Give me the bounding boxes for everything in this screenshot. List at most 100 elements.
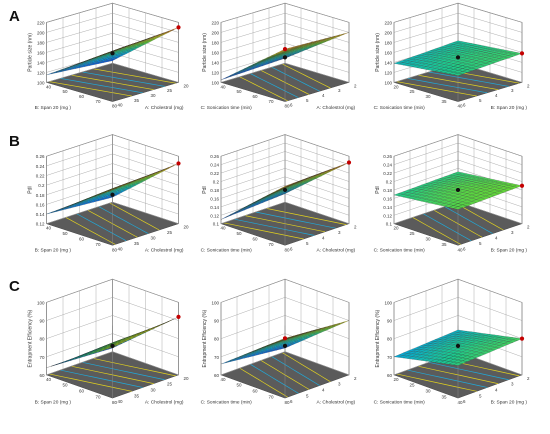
z-tick-label: 100 [384,80,392,85]
z-axis-label: Entrapment Efficiency (%) [28,309,34,367]
x-tick-label: 25 [409,89,415,94]
floor-contour-line [396,373,477,392]
y-axis-label: B: Span 20 (mg ) [491,400,528,406]
y-tick-label: 6 [290,103,293,108]
floor-contour-line [407,369,488,388]
z-tick-label: 0.14 [210,205,219,210]
z-tick-label: 160 [211,50,219,55]
surface-facet [452,72,464,76]
z-tick-label: 0.18 [383,188,392,193]
z-tick-label: 0.2 [213,180,220,185]
z-tick-label: 0.22 [210,171,219,176]
floor-contour-line [98,206,149,234]
x-tick-label: 60 [79,389,85,394]
y-tick-label: 35 [134,241,140,246]
y-tick-label: 2 [527,83,530,88]
z-tick-label: 100 [211,300,219,305]
floor-contour-line [428,361,509,381]
x-tick-label: 70 [95,99,101,104]
x-tick-label: 60 [252,237,258,242]
z-tick-label: 90 [39,319,45,324]
floor-contour-line [49,81,132,97]
center-design-point [455,187,461,193]
z-tick-label: 0.18 [36,193,45,198]
floor-contour-line [444,206,493,234]
x-axis-label: C: Sonication time (min) [374,400,426,406]
y-axis-label: A: Cholestrol (mg) [316,105,355,111]
surface-plot-a1: 100 120 140 160 180 200 220 Particle size (nm) 4… [28,2,189,111]
z-tick-label: 200 [37,30,45,35]
z-tick-label: 90 [214,319,220,324]
z-tick-label: 120 [384,70,392,75]
z-tick-label: 70 [387,355,393,360]
z-axis-label: Particle size (nm) [202,33,208,72]
y-axis-label: B: Span 20 (mg ) [491,105,528,111]
y-tick-label: 40 [118,103,124,108]
x-tick-label: 20 [393,377,399,382]
y-axis-label: A: Cholestrol (mg) [316,400,355,406]
y-tick-label: 3 [511,230,514,235]
floor-contour-line [271,356,320,386]
z-tick-label: 0.24 [36,164,45,169]
x-tick-label: 40 [220,84,226,89]
floor-contour-line [423,213,472,242]
y-tick-label: 2 [527,225,530,230]
x-tick-label: 20 [393,226,399,231]
x-tick-label: 40 [457,400,463,405]
z-tick-label: 70 [39,355,45,360]
y-tick-label: 4 [322,93,325,98]
floor-contour-line [250,363,299,394]
x-axis-label: C: Sonication time (min) [201,248,253,254]
floor-contour-line [407,78,488,94]
floor-contour-line [271,66,320,92]
surface-facet [280,184,290,189]
z-tick-label: 0.1 [213,222,220,227]
row-label-a: A [9,8,20,25]
y-tick-label: 25 [167,230,173,235]
x-tick-label: 25 [409,383,415,388]
y-tick-label: 4 [322,388,325,393]
y-tick-label: 5 [479,393,482,398]
z-tick-label: 0.26 [210,154,219,159]
x-tick-label: 50 [236,383,242,388]
z-tick-label: 0.26 [383,154,392,159]
z-tick-label: 140 [384,60,392,65]
x-tick-label: 35 [441,394,447,399]
x-axis-label: C: Sonication time (min) [201,105,253,111]
y-tick-label: 3 [338,88,341,93]
y-tick-label: 6 [463,399,466,404]
surface-facet [107,187,118,192]
z-tick-label: 140 [37,60,45,65]
z-tick-label: 200 [211,30,219,35]
y-tick-label: 5 [306,393,309,398]
z-tick-label: 0.18 [210,188,219,193]
x-tick-label: 80 [284,104,290,109]
y-tick-label: 35 [134,393,140,398]
max-design-point [176,25,181,30]
z-tick-label: 60 [387,373,393,378]
z-tick-label: 100 [37,300,45,305]
y-tick-label: 20 [184,225,190,230]
z-tick-label: 0.14 [36,212,45,217]
x-tick-label: 40 [457,104,463,109]
z-tick-label: 80 [39,337,45,342]
y-tick-label: 40 [118,246,124,251]
z-tick-label: 180 [37,40,45,45]
z-axis-label: Particle size (nm) [28,33,34,72]
x-tick-label: 60 [252,389,258,394]
floor-contour-line [428,71,509,87]
x-tick-label: 70 [268,394,274,399]
z-axis-label: Entrapment Efficiency (%) [375,309,381,367]
x-axis-label: B: Span 20 (mg ) [35,400,72,406]
y-tick-label: 35 [134,98,140,103]
y-tick-label: 4 [495,93,498,98]
x-tick-label: 50 [236,89,242,94]
z-tick-label: 160 [384,50,392,55]
z-tick-label: 0.16 [36,202,45,207]
x-tick-label: 60 [79,237,85,242]
y-tick-label: 2 [527,376,530,381]
z-tick-label: 0.16 [210,196,219,201]
x-tick-label: 40 [46,84,52,89]
x-tick-label: 80 [112,247,118,252]
